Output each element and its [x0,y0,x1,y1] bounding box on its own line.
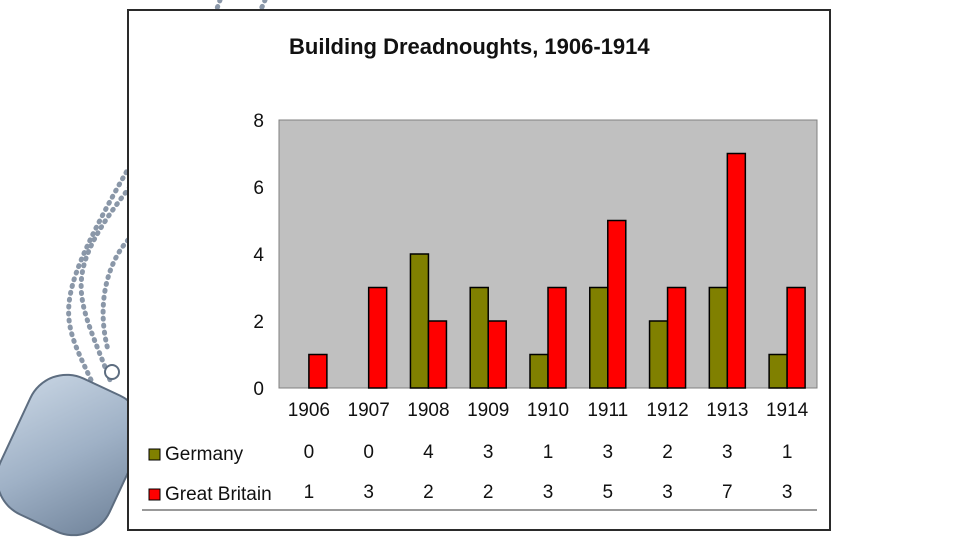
table-cell-great-britain-1912: 3 [662,482,673,503]
legend-swatch-great-britain [148,488,161,501]
legend-label-great-britain: Great Britain [165,484,272,505]
table-cell-great-britain-1906: 1 [304,482,315,503]
table-cell-germany-1910: 1 [543,442,554,463]
x-tick-label: 1913 [706,400,748,421]
bar-great-britain-1907 [367,286,388,389]
bar-great-britain-1908 [427,320,448,389]
y-tick-label: 2 [253,312,264,333]
chart-title: Building Dreadnoughts, 1906-1914 [289,34,650,59]
table-cell-great-britain-1910: 3 [543,482,554,503]
x-tick-label: 1910 [527,400,569,421]
table-cell-great-britain-1908: 2 [423,482,434,503]
bar-great-britain-1913 [726,152,747,389]
table-cell-germany-1906: 0 [304,442,315,463]
y-tick-label: 6 [253,178,264,199]
bar-great-britain-1910 [547,286,567,389]
x-axis-ticks: 1906 1907 1908 1909 1910 1911 1912 1913 1914 [288,400,809,421]
table-cell-germany-1911: 3 [602,442,613,463]
bar-germany-1908 [409,253,430,389]
y-tick-label: 4 [253,245,264,266]
x-tick-label: 1911 [587,400,628,421]
table-cell-germany-1912: 2 [662,442,673,463]
table-cell-great-britain-1909: 2 [483,482,494,503]
table-cell-great-britain-1911: 5 [602,482,613,503]
bar-germany-1912 [648,320,669,389]
y-tick-label: 8 [253,111,264,132]
table-cell-germany-1913: 3 [722,442,733,463]
bar-great-britain-1914 [786,286,806,389]
y-axis-ticks: 0 2 4 6 8 [253,111,264,400]
y-tick-label: 0 [253,379,264,400]
table-cell-great-britain-1914: 3 [782,482,793,503]
dog-tag-icon [0,364,144,537]
bars [308,152,806,389]
bar-great-britain-1909 [487,320,507,389]
table-cell-germany-1914: 1 [782,442,793,463]
table-cell-germany-1909: 3 [483,442,494,463]
bar-germany-1910 [529,353,549,389]
x-tick-label: 1914 [766,400,809,421]
bar-germany-1913 [708,286,729,389]
table-cell-germany-1907: 0 [363,442,374,463]
x-tick-label: 1912 [646,400,688,421]
table-cell-germany-1908: 4 [423,442,434,463]
bar-great-britain-1911 [607,219,627,389]
table-cell-great-britain-1913: 7 [722,482,733,503]
data-table: Germany 0 0 4 3 1 3 2 3 1 Great Britain 1 3 2 2 3 5 3 7 3 [148,442,793,505]
legend-swatch-germany [148,448,161,461]
legend-label-germany: Germany [165,444,244,465]
table-cell-great-britain-1907: 3 [363,482,374,503]
x-tick-label: 1909 [467,400,509,421]
bar-germany-1909 [469,286,489,389]
x-tick-label: 1907 [348,400,390,421]
bar-great-britain-1912 [666,286,687,389]
x-tick-label: 1906 [288,400,330,421]
bar-germany-1914 [768,353,788,389]
bar-germany-1911 [589,286,609,389]
bar-great-britain-1906 [308,353,328,389]
x-tick-label: 1908 [407,400,449,421]
